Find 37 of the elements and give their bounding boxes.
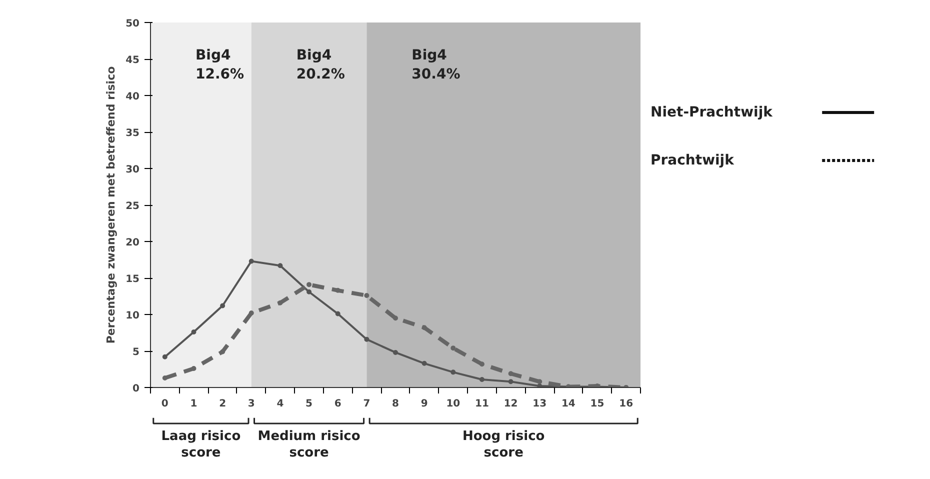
band-label: Big4 30.4% [412,48,460,83]
x-tick-label: 11 [475,398,489,410]
x-tick-label: 10 [446,398,460,410]
y-tick-label: 50 [126,18,140,30]
text: Niet-Prachtwijk [650,104,774,120]
y-tick-label: 0 [132,384,140,394]
band-label: Big4 12.6% [196,48,244,83]
x-tick-label: 4 [276,398,284,410]
y-tick-label: 45 [126,55,140,66]
x-tick-label: 14 [561,398,576,410]
x-tick-label: 9 [420,398,428,410]
x-tick-label: 2 [219,398,226,410]
x-tick-label: 16 [619,398,634,410]
y-tick-label: 15 [126,274,140,285]
band-label: Big4 20.2% [296,48,345,83]
x-tick-label: 5 [306,398,313,410]
y-tick-label: 40 [126,92,140,102]
y-tick-label: 20 [126,238,140,248]
y-tick-label: 5 [132,347,140,358]
y-axis-title: Percentage zwangeren met betreffend risico [104,66,118,344]
text: Laag risico score [161,429,241,461]
x-tick-label: 3 [248,398,255,410]
x-tick-label: 15 [590,398,604,410]
text: Prachtwijk [650,152,735,168]
x-tick-label: 13 [532,398,547,410]
x-tick-label: 1 [190,398,198,410]
x-tick-label: 0 [161,398,168,410]
y-tick-label: 10 [126,310,140,322]
x-tick-label: 6 [334,398,342,410]
x-tick-label: 8 [392,398,400,410]
text: Hoog risico score [462,429,545,461]
y-tick-label: 25 [126,201,140,212]
y-tick-label: 30 [126,164,140,176]
text: Medium risico score [258,429,360,461]
y-tick-label: 35 [126,128,140,139]
x-tick-label: 12 [504,398,518,410]
x-tick-label: 7 [363,398,370,410]
